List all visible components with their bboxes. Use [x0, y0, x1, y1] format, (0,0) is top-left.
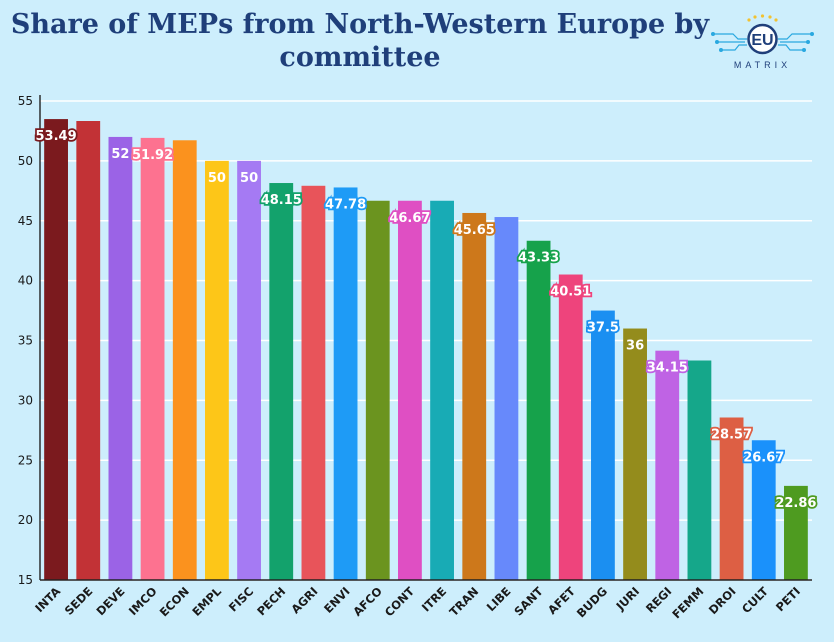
bar-libe — [494, 217, 519, 580]
x-tick-label: CONT — [382, 584, 417, 619]
bar-regi — [655, 350, 680, 580]
y-tick-label: 40 — [18, 274, 33, 288]
bar-sede — [76, 120, 101, 580]
bar-sant — [526, 240, 551, 581]
x-tick-label: ITRE — [419, 584, 449, 614]
eu-matrix-logo: EU MATRIX — [711, 14, 814, 70]
x-tick-label: PECH — [254, 584, 288, 618]
x-tick-label: DEVE — [93, 584, 127, 618]
data-label-cont: 46.67 — [389, 211, 430, 226]
data-label-pech: 48.15 — [261, 193, 302, 208]
bar-envi — [333, 187, 358, 580]
bar-tran — [462, 212, 487, 580]
data-label-tran: 45.65 — [454, 223, 495, 238]
x-tick-label: IMCO — [126, 584, 160, 618]
data-label-fisc: 50 — [240, 171, 258, 186]
logo-initials: EU — [751, 32, 773, 49]
x-tick-label: FISC — [226, 584, 256, 614]
y-tick-label: 55 — [18, 94, 33, 108]
x-tick-label: EMPL — [189, 584, 224, 619]
data-label-juri: 36 — [626, 339, 644, 354]
x-tick-label: PETI — [773, 584, 803, 614]
bar-itre — [430, 200, 454, 580]
bars — [44, 119, 808, 581]
bar-femm — [687, 360, 712, 580]
bar-agri — [301, 185, 326, 580]
x-tick-label: SANT — [511, 584, 546, 619]
bar-fisc — [237, 160, 261, 580]
x-tick-label: DROI — [706, 584, 739, 617]
data-label-inta: 53.49 — [36, 129, 77, 144]
bar-cult — [751, 440, 776, 580]
chart-title: Share of MEPs from North-Western Europe … — [0, 8, 720, 74]
x-tick-label: TRAN — [447, 584, 482, 619]
x-tick-label: CULT — [739, 584, 771, 616]
data-label-droi: 28.57 — [711, 427, 752, 442]
data-label-peti: 22.86 — [775, 496, 816, 511]
bar-deve — [108, 136, 133, 581]
bar-afco — [365, 200, 390, 580]
x-tick-label: AGRI — [288, 584, 320, 616]
data-label-imco: 51.92 — [132, 148, 173, 163]
axes — [39, 95, 812, 581]
data-label-regi: 34.15 — [647, 361, 688, 376]
bar-droi — [719, 417, 744, 580]
data-label-afet: 40.51 — [550, 285, 591, 300]
bar-peti — [784, 485, 808, 580]
x-tick-label: FEMM — [669, 584, 706, 621]
bar-imco — [140, 137, 165, 580]
bar-empl — [205, 160, 229, 580]
data-label-cult: 26.67 — [743, 450, 784, 465]
data-label-empl: 50 — [208, 171, 226, 186]
data-label-budg: 37.5 — [587, 321, 619, 336]
chart-title-line-1: Share of MEPs from North-Western Europe … — [10, 9, 710, 40]
bar-inta — [44, 119, 68, 581]
bar-juri — [623, 328, 647, 580]
y-tick-label: 15 — [18, 573, 33, 587]
bar-pech — [269, 183, 294, 580]
chart-title-line-2: committee — [279, 42, 441, 73]
bar-cont — [398, 200, 422, 580]
grid-lines — [40, 100, 812, 581]
y-tick-label: 35 — [18, 334, 33, 348]
bar-budg — [591, 310, 615, 580]
y-tick-label: 45 — [18, 214, 33, 228]
y-tick-label: 50 — [18, 154, 33, 168]
x-tick-label: JURI — [613, 584, 643, 614]
x-tick-label: LIBE — [484, 584, 514, 614]
x-tick-label: AFET — [545, 584, 578, 617]
data-label-envi: 47.78 — [325, 197, 366, 212]
y-tick-label: 25 — [18, 453, 33, 467]
bar-afet — [558, 274, 583, 580]
bar-econ — [172, 140, 197, 580]
data-label-sant: 43.33 — [518, 251, 559, 266]
y-tick-label: 30 — [18, 393, 33, 407]
logo-wordmark: MATRIX — [734, 60, 791, 70]
x-tick-label: SEDE — [62, 584, 96, 618]
x-tick-label: ENVI — [321, 584, 353, 616]
x-tick-label: ECON — [157, 584, 192, 619]
x-tick-label: INTA — [32, 584, 63, 615]
y-tick-label: 20 — [18, 513, 33, 527]
x-tick-label: AFCO — [350, 584, 385, 619]
data-label-deve: 52 — [111, 147, 129, 162]
x-tick-label: BUDG — [574, 584, 610, 620]
